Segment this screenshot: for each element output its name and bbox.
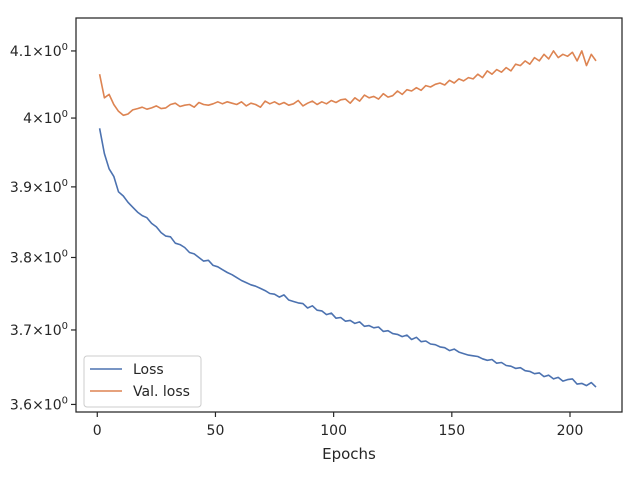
y-tick-label: 3.8×100 (10, 248, 68, 266)
legend-label-loss: Loss (133, 362, 164, 378)
legend-label-val-loss: Val. loss (133, 384, 190, 400)
y-tick-label: 3.6×100 (10, 395, 68, 413)
series-layer (98, 50, 597, 388)
x-tick-label: 0 (93, 423, 102, 439)
y-tick-label: 3.9×100 (10, 178, 68, 196)
x-tick-label: 50 (207, 423, 225, 439)
x-tick-label: 200 (557, 423, 584, 439)
y-tick-label: 4.1×100 (10, 42, 68, 60)
y-tick-label: 3.7×100 (10, 321, 68, 339)
x-tick-label: 150 (438, 423, 465, 439)
series-line-val-loss (98, 50, 597, 117)
legend: Loss Val. loss (83, 355, 202, 408)
x-tick-label: 100 (320, 423, 347, 439)
plot-frame (75, 17, 623, 413)
x-axis-label: Epochs (322, 445, 376, 463)
axes-layer: 0 50 100 150 200 3.6×100 3.7×100 3.8×100 3.9×100… (10, 17, 623, 439)
series-line-loss (98, 128, 597, 388)
y-tick-label: 4×100 (23, 109, 68, 127)
